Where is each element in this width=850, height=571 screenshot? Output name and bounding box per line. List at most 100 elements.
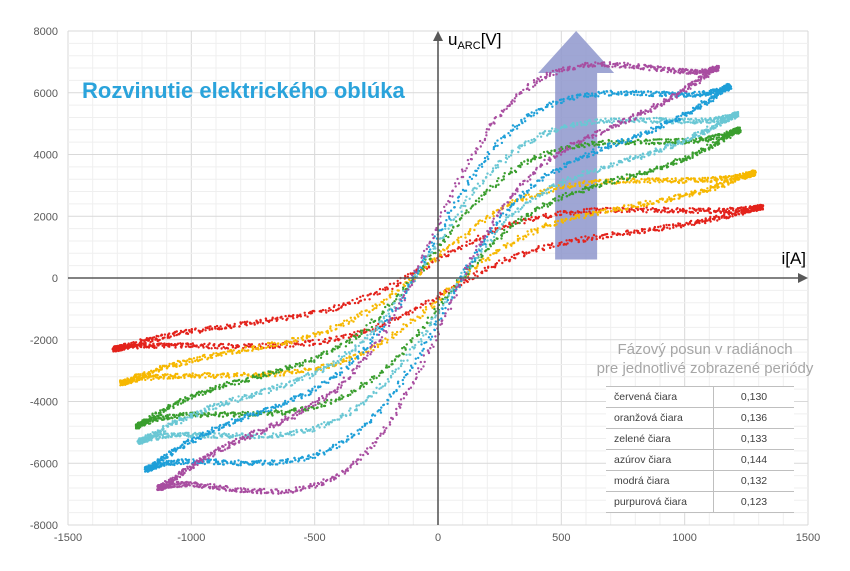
data-point bbox=[578, 210, 581, 214]
data-point bbox=[293, 342, 296, 345]
data-point bbox=[459, 206, 462, 209]
data-point bbox=[673, 179, 677, 183]
data-point bbox=[197, 393, 201, 397]
data-point bbox=[653, 168, 656, 171]
data-point bbox=[660, 229, 664, 232]
data-point bbox=[174, 346, 177, 349]
data-point bbox=[616, 175, 619, 179]
data-point bbox=[359, 299, 363, 302]
data-point bbox=[519, 165, 522, 169]
data-point bbox=[684, 155, 687, 158]
data-point bbox=[385, 286, 388, 289]
data-point bbox=[426, 316, 430, 319]
data-point bbox=[530, 216, 533, 219]
data-point bbox=[701, 138, 705, 141]
data-point bbox=[185, 413, 188, 416]
data-point bbox=[596, 121, 599, 125]
data-point bbox=[359, 384, 362, 388]
data-point bbox=[448, 231, 452, 234]
data-point bbox=[605, 235, 608, 239]
data-point bbox=[247, 345, 251, 348]
data-point bbox=[162, 342, 165, 346]
data-point bbox=[304, 340, 307, 343]
data-point bbox=[611, 231, 614, 234]
data-point bbox=[642, 172, 645, 175]
data-point bbox=[522, 238, 525, 241]
data-point bbox=[494, 166, 498, 170]
data-point bbox=[658, 138, 661, 141]
data-point bbox=[516, 239, 520, 242]
data-point bbox=[339, 342, 343, 345]
data-point bbox=[259, 319, 262, 323]
data-point bbox=[402, 286, 405, 289]
data-point bbox=[564, 217, 567, 220]
data-point bbox=[518, 237, 521, 240]
data-point bbox=[653, 150, 656, 153]
data-point bbox=[723, 213, 726, 216]
data-point bbox=[652, 116, 656, 120]
data-point bbox=[154, 369, 157, 372]
data-point bbox=[742, 206, 745, 209]
data-point bbox=[434, 251, 437, 255]
data-point bbox=[727, 182, 730, 185]
data-point bbox=[261, 322, 265, 325]
data-point bbox=[433, 305, 436, 308]
data-point bbox=[193, 344, 197, 348]
data-point bbox=[694, 140, 697, 143]
data-point bbox=[368, 298, 371, 301]
data-point bbox=[314, 335, 317, 338]
data-point bbox=[715, 182, 719, 185]
data-point bbox=[589, 212, 592, 215]
data-point bbox=[478, 259, 481, 262]
data-point bbox=[734, 212, 737, 215]
data-point bbox=[719, 176, 722, 180]
data-point bbox=[346, 394, 350, 398]
data-point bbox=[738, 126, 741, 129]
data-point bbox=[534, 138, 537, 142]
data-point bbox=[191, 345, 194, 348]
data-point bbox=[529, 213, 533, 217]
data-point bbox=[716, 186, 719, 190]
data-point bbox=[554, 127, 557, 131]
data-point bbox=[607, 178, 610, 181]
data-point bbox=[203, 342, 206, 346]
data-point bbox=[495, 251, 498, 255]
data-point bbox=[123, 344, 127, 347]
data-point bbox=[656, 179, 660, 182]
data-point bbox=[483, 193, 486, 196]
data-point bbox=[664, 138, 668, 141]
data-point bbox=[704, 221, 707, 225]
data-point bbox=[704, 117, 707, 121]
data-point bbox=[447, 253, 450, 257]
data-point bbox=[266, 341, 270, 345]
data-point bbox=[604, 117, 607, 120]
data-point bbox=[556, 210, 559, 214]
data-point bbox=[652, 202, 655, 205]
data-point bbox=[370, 375, 374, 379]
data-point bbox=[716, 184, 719, 187]
data-point bbox=[568, 182, 571, 185]
data-point bbox=[384, 337, 387, 340]
y-tick-label: 8000 bbox=[34, 26, 58, 38]
data-point bbox=[301, 335, 305, 338]
data-point bbox=[678, 222, 682, 225]
data-point bbox=[708, 218, 711, 221]
data-point bbox=[482, 257, 485, 260]
data-point bbox=[138, 376, 141, 379]
data-point bbox=[639, 142, 643, 145]
data-point bbox=[560, 146, 563, 149]
data-point bbox=[275, 319, 278, 323]
data-point bbox=[220, 354, 223, 357]
data-point bbox=[315, 406, 318, 410]
data-point bbox=[468, 242, 471, 246]
data-point bbox=[438, 237, 441, 240]
data-point bbox=[519, 208, 522, 211]
data-point bbox=[709, 211, 713, 215]
data-point bbox=[409, 321, 412, 325]
data-point bbox=[325, 350, 329, 353]
data-point bbox=[721, 209, 725, 213]
data-point bbox=[539, 156, 543, 159]
data-point bbox=[237, 412, 240, 415]
data-point bbox=[512, 241, 516, 245]
data-point bbox=[646, 180, 649, 184]
